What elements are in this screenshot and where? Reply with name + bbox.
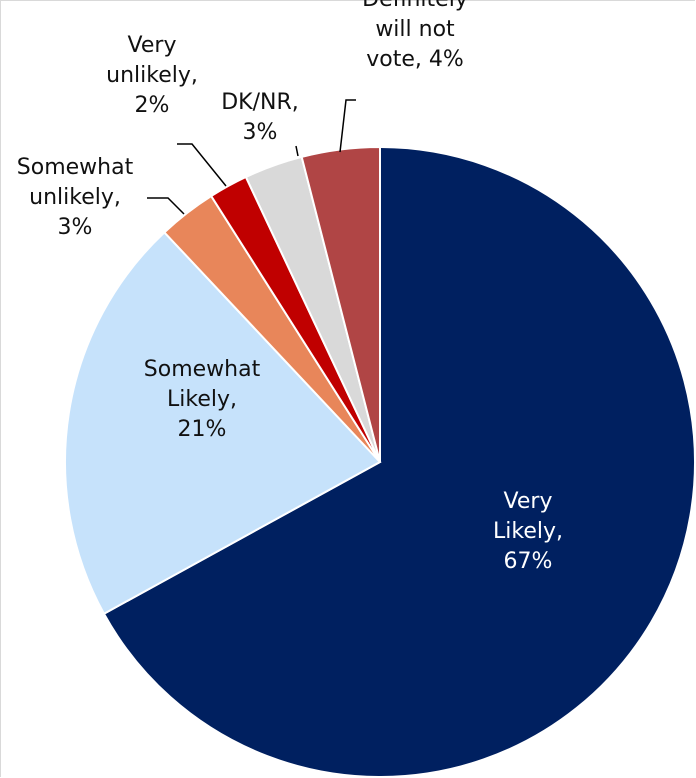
leader-line bbox=[339, 99, 356, 153]
pie-slice-very-likely bbox=[102, 145, 696, 778]
slice-label: DK/NR, 3% bbox=[221, 90, 299, 145]
slice-label: Somewhat Likely, 21% bbox=[144, 357, 261, 442]
leader-line bbox=[295, 145, 299, 157]
slice-label: Somewhat unlikely, 3% bbox=[17, 155, 134, 240]
leader-line bbox=[147, 197, 185, 215]
leader-line bbox=[177, 143, 227, 187]
slice-label: Very Likely, 67% bbox=[493, 489, 563, 574]
slice-label: Very unlikely, 2% bbox=[106, 33, 198, 118]
pie-slice-somewhat-likely bbox=[64, 230, 382, 616]
